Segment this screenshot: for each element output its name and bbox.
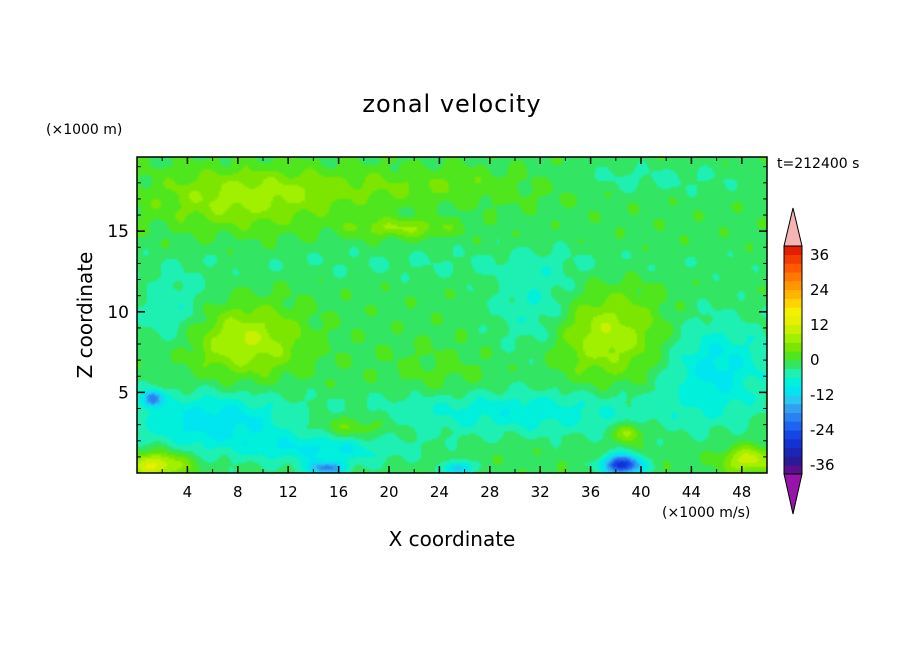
x-tick-label: 24 bbox=[430, 483, 449, 501]
colorbar-swatch bbox=[784, 272, 802, 282]
time-label: t=212400 s bbox=[777, 156, 859, 172]
colorbar-swatch bbox=[784, 386, 802, 396]
x-tick-label: 36 bbox=[581, 483, 600, 501]
colorbar-swatch bbox=[784, 412, 802, 422]
y-tick-label: 10 bbox=[107, 303, 129, 323]
y-axis-label: Z coordinate bbox=[73, 252, 97, 379]
colorbar-swatch bbox=[784, 333, 802, 343]
plot-frame bbox=[136, 156, 768, 474]
x-axis: 4 8 12 16 20 24 28 32 36 40 44 48 bbox=[161, 157, 751, 501]
x-tick-label: 28 bbox=[480, 483, 499, 501]
y-tick-label: 5 bbox=[118, 383, 129, 403]
heatmap-field bbox=[137, 157, 767, 473]
colorbar-swatch bbox=[784, 281, 802, 291]
x-tick-label: 48 bbox=[732, 483, 751, 501]
y-tick-label: 15 bbox=[107, 222, 129, 242]
colorbar-under-arrow bbox=[783, 473, 803, 515]
colorbar-swatch bbox=[784, 254, 802, 264]
colorbar-tick-label: -36 bbox=[810, 456, 835, 474]
colorbar-swatch bbox=[784, 289, 802, 299]
colorbar-swatch bbox=[784, 438, 802, 448]
colorbar-swatch bbox=[784, 324, 802, 334]
y-axis: 5 10 15 bbox=[107, 166, 767, 458]
colorbar-swatch bbox=[784, 368, 802, 378]
colorbar-swatch bbox=[784, 395, 802, 405]
colorbar-swatch bbox=[784, 447, 802, 457]
chart-title: zonal velocity bbox=[362, 90, 541, 118]
colorbar-swatch bbox=[784, 351, 802, 361]
colorbar-swatch bbox=[784, 246, 802, 256]
colorbar: 36 24 12 0 -12 -24 -36 bbox=[783, 207, 835, 515]
colorbar-swatch bbox=[784, 377, 802, 387]
colorbar-tick-label: -24 bbox=[810, 421, 835, 439]
y-unit-label: (×1000 m) bbox=[46, 122, 122, 138]
colorbar-over-arrow bbox=[783, 207, 803, 247]
colorbar-swatch bbox=[784, 360, 802, 370]
colorbar-swatch bbox=[784, 403, 802, 413]
colorbar-swatch bbox=[784, 430, 802, 440]
colorbar-tick-label: 36 bbox=[810, 246, 829, 264]
x-tick-label: 8 bbox=[233, 483, 243, 501]
colorbar-swatch bbox=[784, 298, 802, 308]
x-tick-label: 16 bbox=[329, 483, 348, 501]
colorbar-swatch bbox=[784, 263, 802, 273]
x-unit-label: (×1000 m/s) bbox=[662, 505, 750, 521]
colorbar-tick-label: 12 bbox=[810, 316, 829, 334]
colorbar-tick-label: 0 bbox=[810, 351, 820, 369]
x-tick-label: 32 bbox=[531, 483, 550, 501]
x-tick-label: 4 bbox=[183, 483, 193, 501]
colorbar-tick-label: -12 bbox=[810, 386, 835, 404]
colorbar-swatch bbox=[784, 307, 802, 317]
x-tick-label: 20 bbox=[379, 483, 398, 501]
colorbar-swatch bbox=[784, 316, 802, 326]
colorbar-swatch bbox=[784, 342, 802, 352]
colorbar-tick-label: 24 bbox=[810, 281, 829, 299]
x-tick-label: 44 bbox=[682, 483, 701, 501]
colorbar-swatch bbox=[784, 421, 802, 431]
colorbar-swatch bbox=[784, 465, 802, 475]
x-axis-label: X coordinate bbox=[389, 527, 516, 551]
colorbar-swatch bbox=[784, 456, 802, 466]
x-tick-label: 12 bbox=[279, 483, 298, 501]
x-tick-label: 40 bbox=[631, 483, 650, 501]
colorbar-frame bbox=[783, 245, 803, 475]
